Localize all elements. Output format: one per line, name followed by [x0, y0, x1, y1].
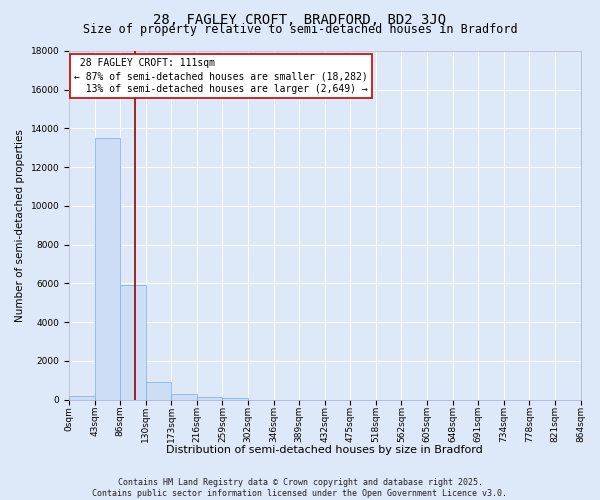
Bar [120, 286, 146, 400]
Text: Contains HM Land Registry data © Crown copyright and database right 2025.
Contai: Contains HM Land Registry data © Crown c… [92, 478, 508, 498]
Y-axis label: Number of semi-detached properties: Number of semi-detached properties [15, 129, 25, 322]
X-axis label: Distribution of semi-detached houses by size in Bradford: Distribution of semi-detached houses by … [166, 445, 483, 455]
Text: 28, FAGLEY CROFT, BRADFORD, BD2 3JQ: 28, FAGLEY CROFT, BRADFORD, BD2 3JQ [154, 12, 446, 26]
Bar [95, 138, 120, 400]
Text: Size of property relative to semi-detached houses in Bradford: Size of property relative to semi-detach… [83, 22, 517, 36]
Bar [69, 396, 95, 400]
Bar [146, 382, 172, 400]
Bar [197, 396, 223, 400]
Bar [172, 394, 197, 400]
Bar [223, 398, 248, 400]
Text: 28 FAGLEY CROFT: 111sqm
← 87% of semi-detached houses are smaller (18,282)
  13%: 28 FAGLEY CROFT: 111sqm ← 87% of semi-de… [74, 58, 368, 94]
